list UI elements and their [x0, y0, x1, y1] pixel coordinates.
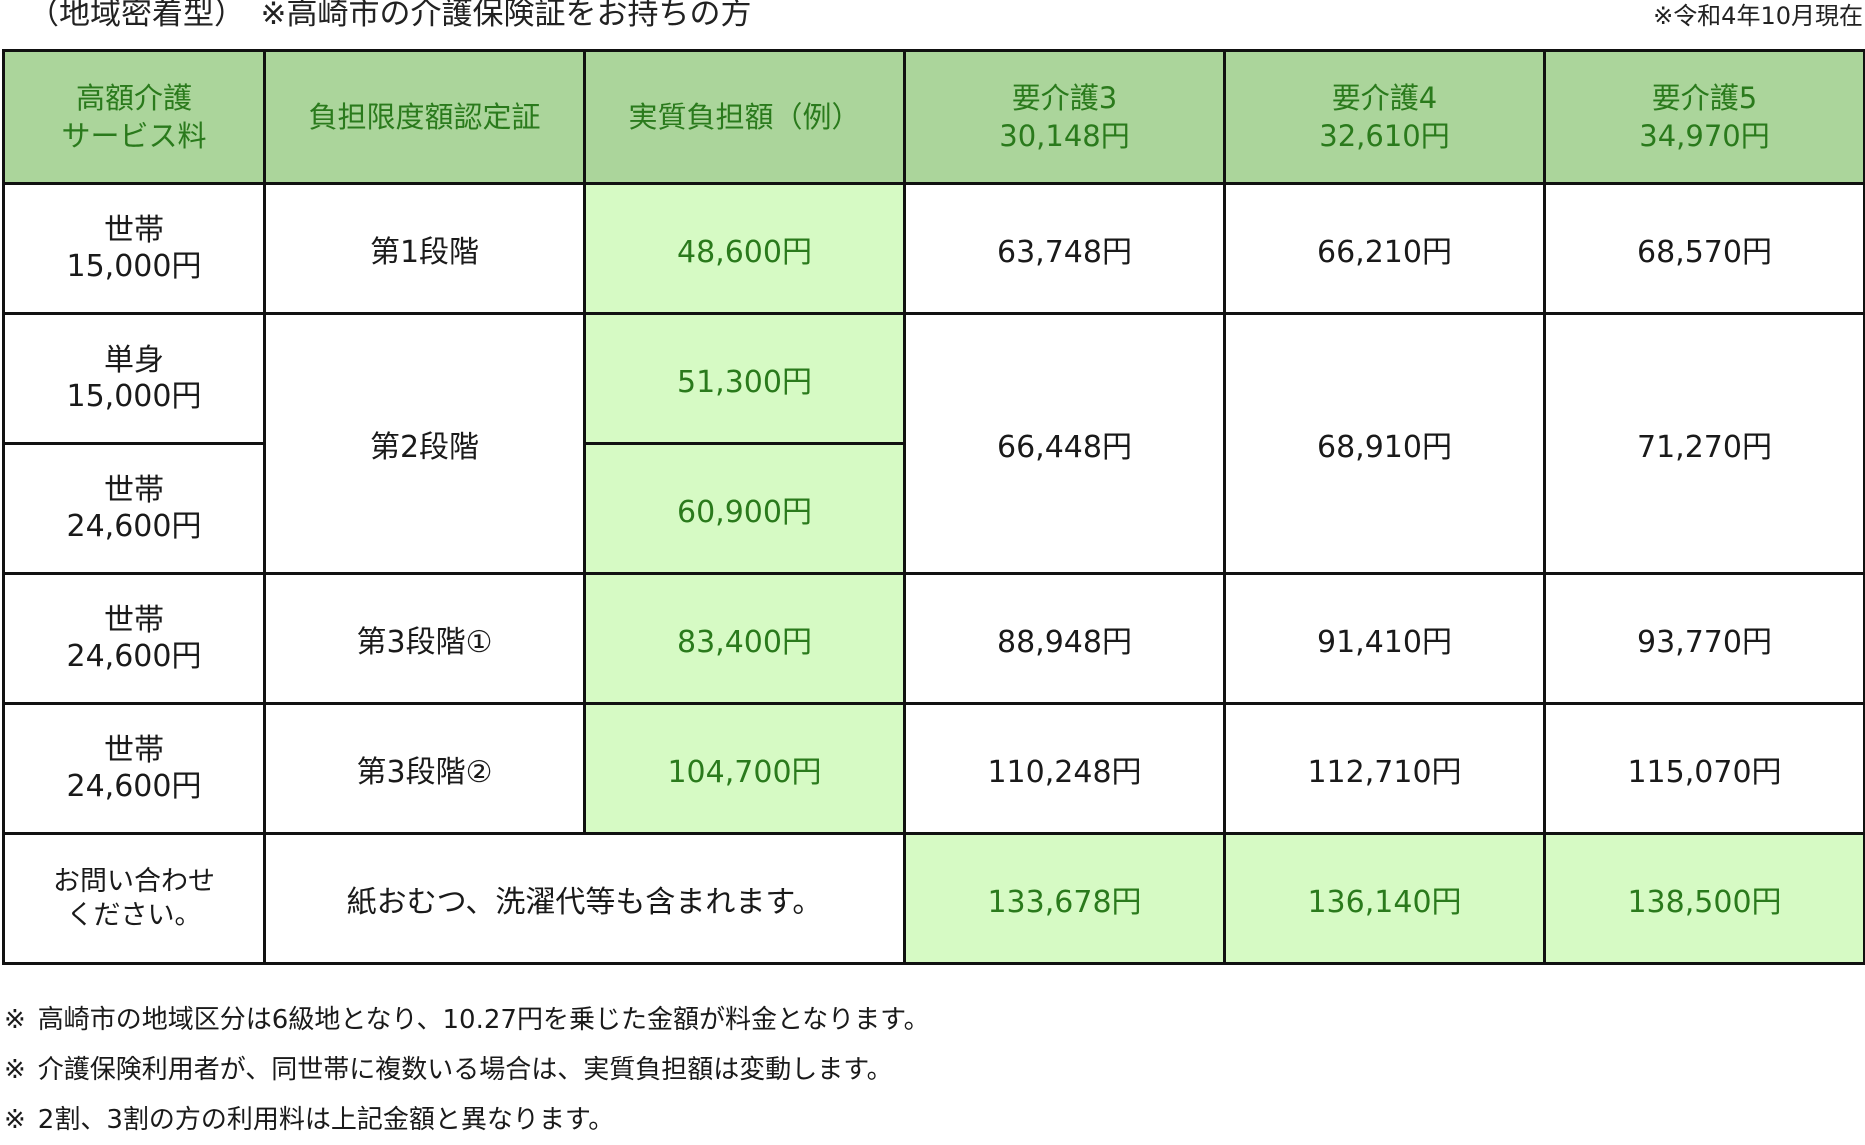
service-fee-amount: 24,600円	[66, 768, 202, 804]
footnote: ※ 高崎市の地域区分は6級地となり、10.27円を乗じた金額が料金となります。	[4, 995, 930, 1045]
burden-cell: 60,900円	[583, 442, 906, 575]
header-care-level-4: 要介護4 32,610円	[1223, 49, 1546, 185]
table-row: 単身 15,000円 第2段階 51,300円 66,448円 68,910円 …	[2, 312, 1865, 575]
service-fee-amount: 24,600円	[66, 638, 202, 674]
footnote-mark: ※	[4, 1005, 26, 1035]
table-row: 世帯 15,000円 第1段階 48,600円 63,748円 66,210円 …	[2, 182, 1865, 315]
care3-cell: 88,948円	[903, 572, 1226, 705]
service-fee-cell: 世帯 24,600円	[2, 442, 266, 575]
care3-cell: 110,248円	[903, 702, 1226, 835]
header-care-level-4-amount: 32,610円	[1319, 119, 1450, 153]
table-row-total: お問い合わせ ください。 紙おむつ、洗濯代等も含まれます。 133,678円 1…	[2, 832, 1865, 965]
header-service-fee-line2: サービス料	[61, 119, 207, 153]
service-fee-type: 世帯	[104, 212, 164, 248]
service-fee-cell: 世帯 24,600円	[2, 572, 266, 705]
service-fee-cell: 世帯 24,600円	[2, 702, 266, 835]
burden-cell: 51,300円	[583, 312, 906, 445]
footnote-mark: ※	[4, 1055, 26, 1085]
certificate-cell: 第2段階	[263, 312, 586, 575]
care4-cell: 66,210円	[1223, 182, 1546, 315]
service-fee-amount: 15,000円	[66, 378, 202, 414]
service-fee-amount: 24,600円	[66, 508, 202, 544]
care3-cell: 66,448円	[903, 312, 1226, 575]
footnote: ※ 2割、3割の方の利用料は上記金額と異なります。	[4, 1095, 930, 1145]
certificate-cell: 第3段階①	[263, 572, 586, 705]
header-care-level-3-label: 要介護3	[1011, 81, 1118, 115]
footnote-text: 2割、3割の方の利用料は上記金額と異なります。	[37, 1105, 615, 1135]
title-line: （地域密着型） ※高崎市の介護保険証をお持ちの方 ※令和4年10月現在	[0, 0, 1865, 38]
inclusion-note-cell: 紙おむつ、洗濯代等も含まれます。	[263, 832, 906, 965]
burden-cell: 104,700円	[583, 702, 906, 835]
care5-total-cell: 138,500円	[1543, 832, 1865, 965]
service-fee-cell: 世帯 15,000円	[2, 182, 266, 315]
service-fee-amount: 15,000円	[66, 248, 202, 284]
care5-cell: 115,070円	[1543, 702, 1865, 835]
burden-cell: 48,600円	[583, 182, 906, 315]
care4-total-cell: 136,140円	[1223, 832, 1546, 965]
contact-line1: お問い合わせ	[53, 865, 215, 897]
footnote-mark: ※	[4, 1105, 26, 1135]
header-care-level-5-label: 要介護5	[1651, 81, 1758, 115]
care4-cell: 68,910円	[1223, 312, 1546, 575]
header-care-level-5: 要介護5 34,970円	[1543, 49, 1865, 185]
service-fee-type: 単身	[104, 342, 164, 378]
header-service-fee: 高額介護 サービス料	[2, 49, 266, 185]
care4-cell: 91,410円	[1223, 572, 1546, 705]
header-certificate: 負担限度額認定証	[263, 49, 586, 185]
header-service-fee-line1: 高額介護	[75, 81, 192, 115]
care4-cell: 112,710円	[1223, 702, 1546, 835]
service-fee-type: 世帯	[104, 732, 164, 768]
header-care-level-3: 要介護3 30,148円	[903, 49, 1226, 185]
care3-cell: 63,748円	[903, 182, 1226, 315]
burden-cell: 83,400円	[583, 572, 906, 705]
footnote-text: 介護保険利用者が、同世帯に複数いる場合は、実質負担額は変動します。	[37, 1055, 893, 1085]
service-fee-cell: 単身 15,000円	[2, 312, 266, 445]
care5-cell: 71,270円	[1543, 312, 1865, 575]
fee-table: 高額介護 サービス料 負担限度額認定証 実質負担額（例） 要介護3 30,148…	[2, 49, 1865, 965]
date-note: ※令和4年10月現在	[1653, 2, 1863, 30]
header-care-level-5-amount: 34,970円	[1639, 119, 1770, 153]
care3-total-cell: 133,678円	[903, 832, 1226, 965]
service-fee-type: 世帯	[104, 472, 164, 508]
footnote: ※ 介護保険利用者が、同世帯に複数いる場合は、実質負担額は変動します。	[4, 1045, 930, 1095]
table-row: 世帯 24,600円 第3段階② 104,700円 110,248円 112,7…	[2, 702, 1865, 835]
table-row: 世帯 24,600円 第3段階① 83,400円 88,948円 91,410円…	[2, 572, 1865, 705]
header-care-level-4-label: 要介護4	[1331, 81, 1438, 115]
page-title: （地域密着型） ※高崎市の介護保険証をお持ちの方	[28, 0, 752, 32]
header-care-level-3-amount: 30,148円	[999, 119, 1130, 153]
care5-cell: 93,770円	[1543, 572, 1865, 705]
header-actual-burden: 実質負担額（例）	[583, 49, 906, 185]
contact-line2: ください。	[66, 899, 202, 931]
care5-cell: 68,570円	[1543, 182, 1865, 315]
footnote-text: 高崎市の地域区分は6級地となり、10.27円を乗じた金額が料金となります。	[37, 1005, 930, 1035]
footnotes: ※ 高崎市の地域区分は6級地となり、10.27円を乗じた金額が料金となります。 ※…	[4, 995, 930, 1145]
certificate-cell: 第1段階	[263, 182, 586, 315]
certificate-cell: 第3段階②	[263, 702, 586, 835]
contact-cell: お問い合わせ ください。	[2, 832, 266, 965]
service-fee-type: 世帯	[104, 602, 164, 638]
table-row: 世帯 24,600円 60,900円	[2, 442, 1865, 575]
